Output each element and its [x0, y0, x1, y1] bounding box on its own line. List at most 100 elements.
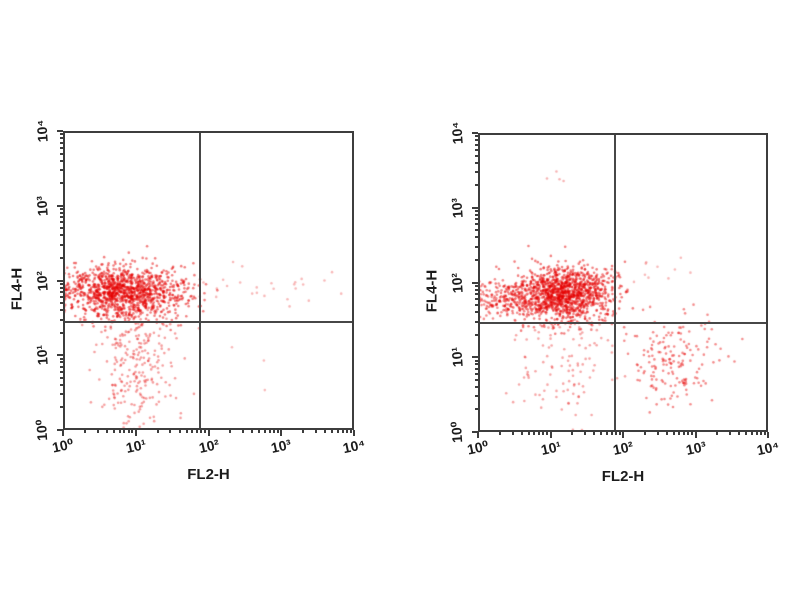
y-tick-label: 10³ — [33, 195, 51, 217]
y-axis-tick — [475, 161, 478, 164]
x-axis-tick — [571, 432, 574, 435]
x-axis-tick — [264, 430, 267, 433]
x-axis-tick — [584, 432, 587, 435]
x-axis-tick — [683, 432, 686, 435]
y-axis-tick — [475, 333, 478, 336]
y-axis-tick — [57, 204, 63, 207]
y-axis-tick — [60, 309, 63, 312]
y-axis-tick — [475, 359, 478, 362]
y-axis-tick — [475, 184, 478, 187]
x-axis-tick — [118, 430, 121, 433]
x-axis-tick — [341, 430, 344, 433]
y-axis-tick — [60, 291, 63, 294]
y-axis-tick — [60, 243, 63, 246]
y-axis-tick — [60, 182, 63, 185]
y-axis-tick — [60, 152, 63, 155]
x-axis-title-left: FL2-H — [187, 466, 230, 483]
y-axis-tick — [57, 354, 63, 357]
x-axis-tick — [204, 430, 207, 433]
x-axis-tick — [345, 430, 348, 433]
y-axis-tick — [475, 367, 478, 370]
y-axis-tick — [475, 408, 478, 411]
x-axis-tick — [62, 430, 64, 436]
x-axis-tick — [336, 430, 339, 433]
x-axis-tick — [196, 430, 199, 433]
x-axis-tick — [191, 430, 194, 433]
y-axis-tick — [475, 236, 478, 239]
x-axis-tick — [185, 430, 188, 433]
y-axis-tick — [475, 135, 478, 138]
quadrant-gate-horizontal-right — [478, 321, 768, 324]
x-axis-title-right: FL2-H — [601, 468, 645, 485]
x-axis-tick — [349, 430, 352, 433]
x-axis-tick — [96, 430, 99, 433]
x-tick-label: 10¹ — [538, 438, 563, 458]
y-axis-tick — [60, 256, 63, 259]
x-tick-label: 10⁰ — [50, 435, 76, 456]
x-axis-tick — [207, 430, 210, 436]
y-axis-tick — [60, 159, 63, 162]
y-axis-tick — [475, 320, 478, 323]
y-axis-tick — [475, 213, 478, 216]
x-axis-tick — [112, 430, 115, 433]
y-axis-tick — [60, 296, 63, 299]
y-axis-tick — [475, 363, 478, 366]
y-axis-tick — [60, 146, 63, 149]
y-axis-tick — [475, 395, 478, 398]
y-tick-label: 10² — [448, 271, 466, 294]
y-axis-tick — [472, 132, 478, 134]
y-axis-tick — [60, 331, 63, 334]
x-axis-tick — [331, 430, 334, 433]
x-axis-tick — [511, 432, 514, 435]
x-axis-tick — [498, 432, 501, 435]
x-axis-tick — [759, 432, 762, 435]
x-axis-tick — [178, 430, 181, 433]
x-axis-tick — [229, 430, 232, 433]
y-axis-tick — [60, 376, 63, 379]
x-axis-tick — [280, 430, 283, 436]
y-axis-tick — [60, 208, 63, 211]
x-axis-tick — [123, 430, 126, 433]
x-axis-tick — [273, 430, 276, 433]
y-axis-tick — [472, 281, 478, 284]
y-axis-tick — [60, 318, 63, 321]
x-axis-tick — [614, 432, 617, 435]
x-axis-tick — [610, 432, 613, 435]
x-axis-tick — [302, 430, 305, 433]
x-axis-tick — [169, 430, 172, 433]
y-axis-tick — [57, 429, 63, 431]
x-axis-tick — [738, 432, 741, 435]
x-tick-label: 10⁰ — [465, 437, 491, 458]
x-axis-tick — [200, 430, 203, 433]
y-axis-tick — [60, 393, 63, 396]
y-axis-tick — [60, 357, 63, 360]
y-axis-tick — [475, 218, 478, 221]
flow-plot-left: FL2-H FL4-H 10⁰ 10⁰ 10¹ 10¹ 10² 10² 10³ 10³ 10⁴ 1… — [9, 119, 367, 483]
y-axis-tick — [60, 234, 63, 237]
x-axis-tick — [672, 432, 675, 435]
y-axis-tick — [475, 154, 478, 157]
x-axis-tick — [618, 432, 621, 435]
x-axis-tick — [242, 430, 245, 433]
x-axis-tick — [549, 432, 552, 438]
x-axis-tick — [678, 432, 681, 435]
x-axis-tick — [127, 430, 130, 433]
y-axis-tick — [60, 133, 63, 136]
x-tick-label: 10⁴ — [341, 435, 367, 457]
y-axis-tick — [60, 211, 63, 214]
x-axis-tick — [156, 430, 159, 433]
y-axis-tick — [60, 361, 63, 364]
y-axis-tick — [60, 169, 63, 172]
scatter-dots-canvas-right — [478, 133, 768, 432]
x-axis-tick — [134, 430, 137, 436]
y-axis-tick — [475, 143, 478, 146]
x-tick-label: 10³ — [269, 436, 293, 456]
x-axis-tick — [665, 432, 668, 435]
y-axis-title-right: FL4-H — [423, 270, 441, 313]
x-axis-tick — [520, 432, 523, 435]
x-axis-tick — [276, 430, 279, 433]
y-tick-label: 10² — [33, 269, 51, 292]
x-axis-tick — [643, 432, 646, 435]
x-axis-tick — [729, 432, 732, 435]
